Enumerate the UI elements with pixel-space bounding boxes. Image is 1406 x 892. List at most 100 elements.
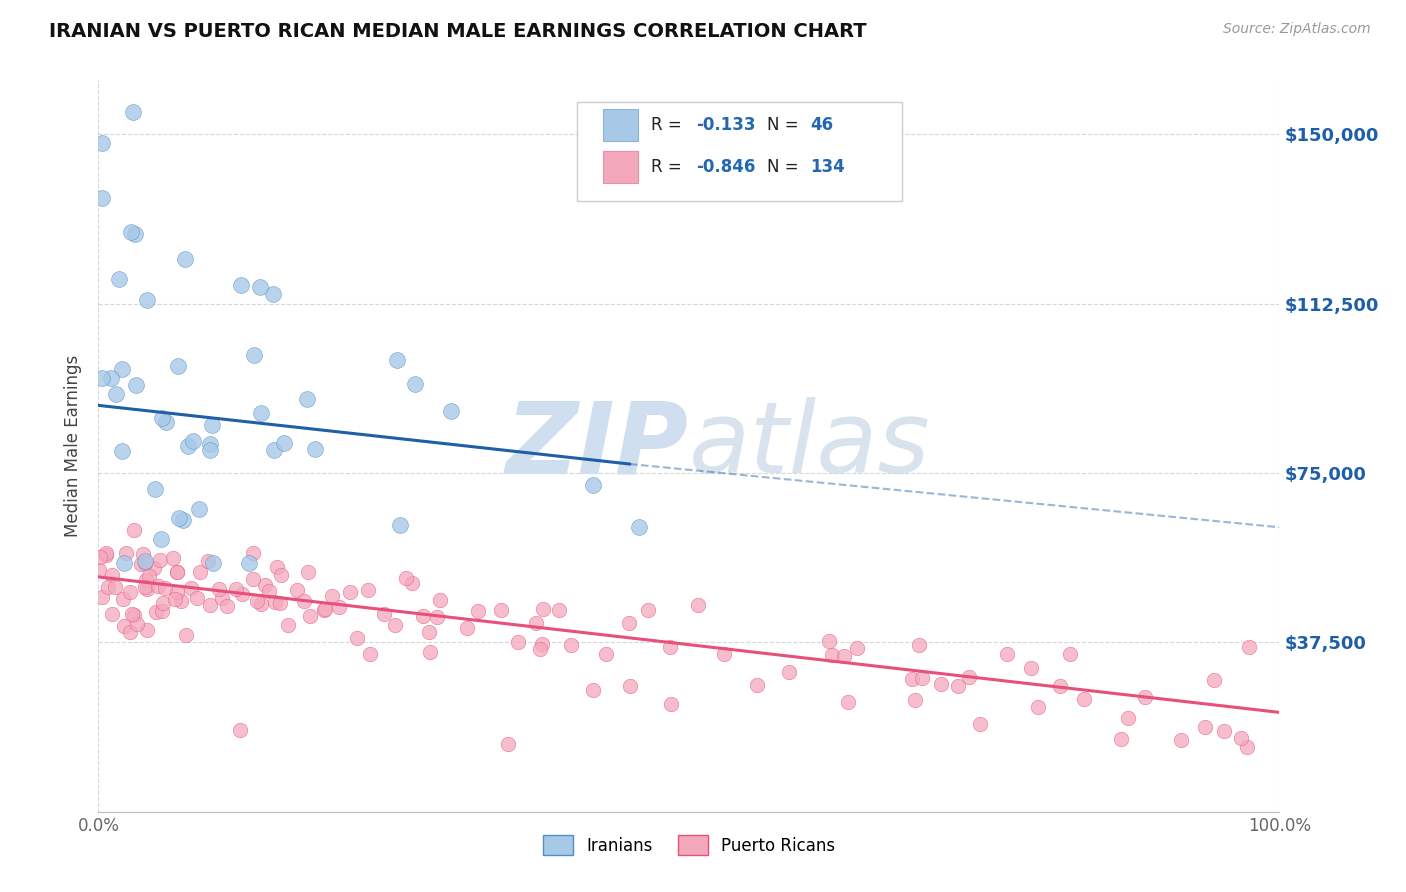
Text: N =: N = xyxy=(766,116,804,134)
Point xyxy=(87,563,110,577)
Point xyxy=(108,272,131,286)
Point xyxy=(1194,721,1216,735)
Point xyxy=(373,607,395,622)
Text: -0.846: -0.846 xyxy=(696,158,755,176)
Point xyxy=(1237,640,1260,654)
Point xyxy=(162,550,184,565)
Point xyxy=(91,136,114,151)
Point xyxy=(456,621,478,635)
Point xyxy=(131,557,153,571)
Point xyxy=(491,603,513,617)
Point xyxy=(713,647,735,661)
Point xyxy=(124,227,146,241)
Point xyxy=(582,477,605,491)
Point xyxy=(529,642,551,657)
Point xyxy=(531,637,554,651)
Point xyxy=(111,444,134,458)
Point xyxy=(467,604,489,618)
Point xyxy=(96,546,118,560)
Point xyxy=(820,648,842,662)
Point xyxy=(273,436,295,450)
Point xyxy=(277,618,299,632)
Point xyxy=(201,557,224,571)
Point xyxy=(94,548,117,562)
Point xyxy=(231,586,253,600)
Point xyxy=(548,603,571,617)
Text: R =: R = xyxy=(651,158,688,176)
Point xyxy=(249,279,271,293)
Point xyxy=(321,589,343,603)
Point xyxy=(628,519,651,533)
Point xyxy=(1202,673,1225,687)
Point xyxy=(118,584,141,599)
Point xyxy=(253,578,276,592)
FancyBboxPatch shape xyxy=(603,151,638,183)
Point xyxy=(180,581,202,595)
Point xyxy=(314,602,336,616)
Point xyxy=(506,635,529,649)
Point xyxy=(560,638,582,652)
Point xyxy=(297,565,319,579)
Point xyxy=(143,561,166,575)
Point xyxy=(619,679,641,693)
Point xyxy=(395,571,418,585)
Point xyxy=(385,353,408,368)
Point xyxy=(112,557,135,571)
Point xyxy=(181,434,204,448)
Point xyxy=(304,442,326,456)
Point xyxy=(595,647,617,661)
Point xyxy=(328,599,350,614)
Point xyxy=(908,639,931,653)
Point xyxy=(138,568,160,582)
Point xyxy=(166,565,188,579)
Point xyxy=(249,406,271,420)
Point xyxy=(298,608,321,623)
Point xyxy=(112,591,135,606)
Point xyxy=(90,371,112,385)
Point xyxy=(136,293,159,307)
FancyBboxPatch shape xyxy=(576,103,901,201)
Point xyxy=(292,593,315,607)
Point xyxy=(969,717,991,731)
Point xyxy=(418,625,440,640)
Point xyxy=(688,598,710,612)
Point xyxy=(112,619,135,633)
Point xyxy=(143,482,166,496)
Point xyxy=(242,572,264,586)
Point xyxy=(1133,690,1156,705)
Point xyxy=(148,578,170,592)
Point xyxy=(1236,740,1258,755)
Point xyxy=(957,670,980,684)
Point xyxy=(440,403,463,417)
Point xyxy=(97,580,120,594)
Point xyxy=(105,387,128,401)
Point xyxy=(114,546,136,560)
Point xyxy=(429,593,451,607)
Point xyxy=(188,565,211,579)
Point xyxy=(359,647,381,661)
Point xyxy=(250,597,273,611)
Point xyxy=(166,585,188,599)
Point xyxy=(531,602,554,616)
Point xyxy=(1170,733,1192,747)
Point xyxy=(172,513,194,527)
Point xyxy=(120,624,142,639)
Point xyxy=(90,591,112,605)
Point xyxy=(246,594,269,608)
Point xyxy=(242,348,264,362)
Point xyxy=(125,377,148,392)
Point xyxy=(166,565,188,579)
Point xyxy=(285,583,308,598)
Point xyxy=(201,417,224,432)
Point xyxy=(837,695,859,709)
Point xyxy=(153,581,176,595)
Point xyxy=(242,546,264,560)
Point xyxy=(127,616,149,631)
Point xyxy=(404,377,426,392)
Point xyxy=(155,415,177,429)
FancyBboxPatch shape xyxy=(603,109,638,141)
Point xyxy=(995,647,1018,661)
Point xyxy=(90,191,112,205)
Point xyxy=(225,582,247,597)
Point xyxy=(101,568,124,582)
